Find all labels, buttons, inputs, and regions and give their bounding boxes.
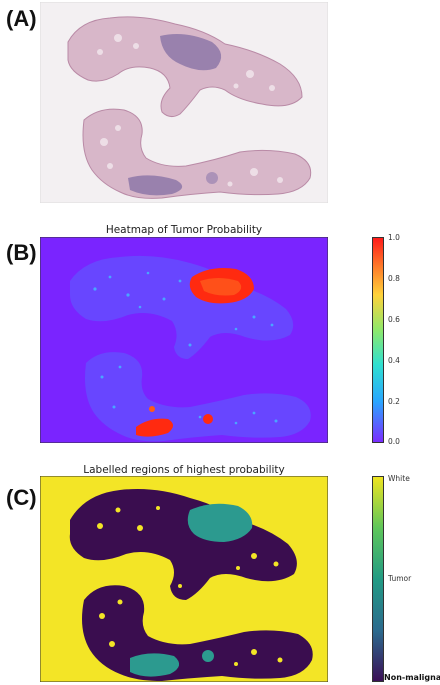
colorbar-tick-tumor: Tumor [388, 574, 412, 583]
slide-image-a [40, 2, 328, 203]
tumor-probability-heatmap [40, 237, 328, 443]
colorbar-tick-1-0: 1.0 [388, 233, 400, 242]
panel-label-a: (A) [6, 6, 37, 31]
panel-label-c: (C) [6, 485, 37, 510]
label-colorbar [372, 476, 384, 682]
panel-label-b: (B) [6, 240, 37, 265]
colorbar-tick-0-0: 0.0 [388, 437, 400, 446]
labelled-regions-title: Labelled regions of highest probability [83, 464, 285, 476]
colorbar-tick-0-8: 0.8 [388, 274, 400, 283]
colorbar-tick-0-2: 0.2 [388, 397, 400, 406]
colorbar-tick-0-6: 0.6 [388, 315, 400, 324]
colorbar-tick-non-malignant: Non-malignant [384, 673, 440, 682]
colorbar-tick-white: White [388, 474, 410, 483]
heatmap-title: Heatmap of Tumor Probability [105, 224, 263, 236]
probability-colorbar [372, 237, 384, 443]
colorbar-tick-0-4: 0.4 [388, 356, 400, 365]
labelled-regions-map [40, 476, 328, 682]
